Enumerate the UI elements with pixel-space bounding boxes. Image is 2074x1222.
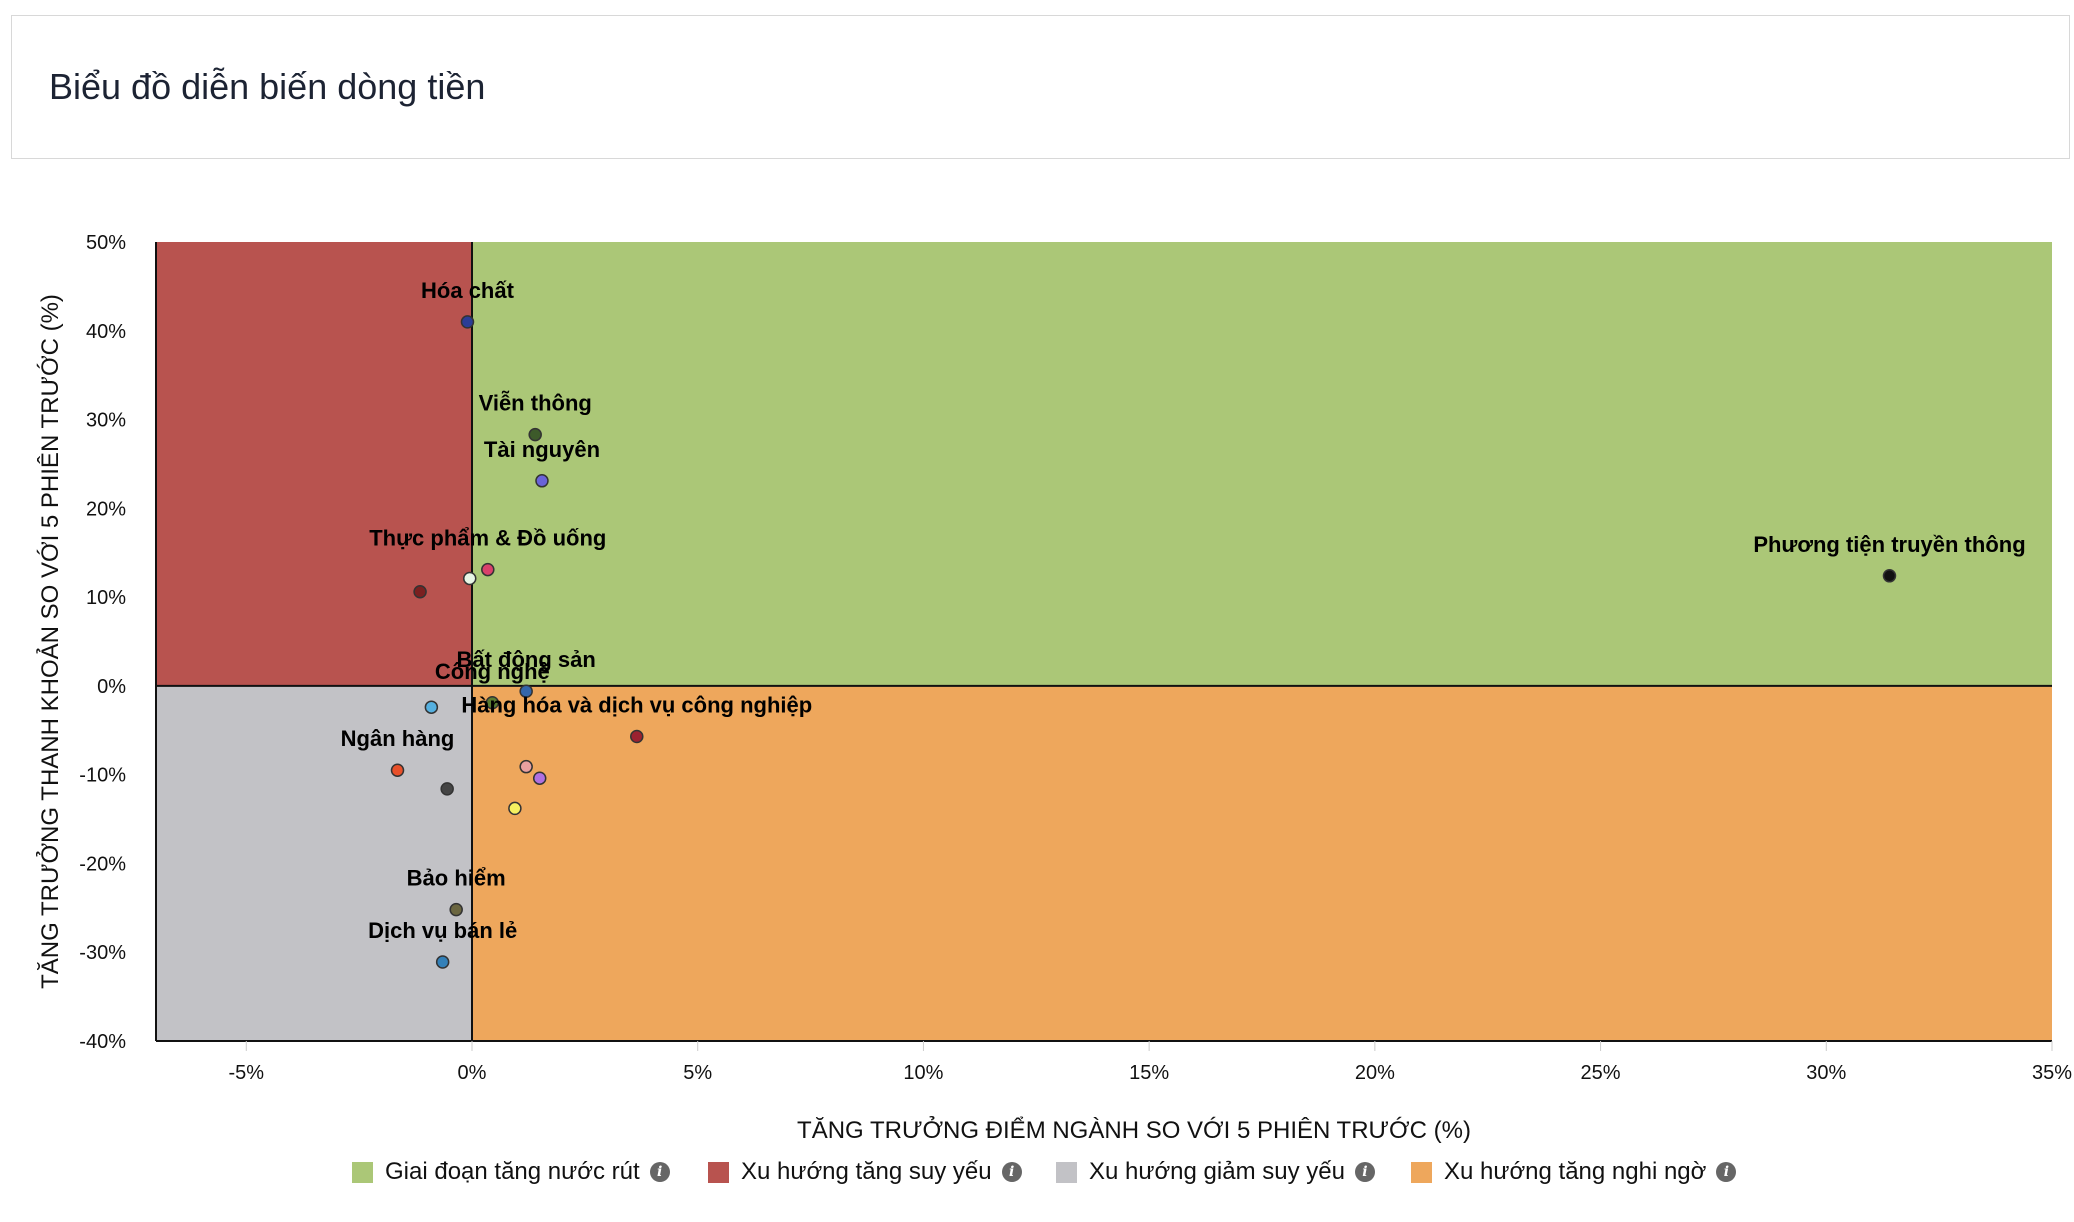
data-point [519,684,533,698]
x-tick-label: 35% [2032,1062,2072,1084]
data-point [440,782,454,796]
y-tick-label: 20% [86,498,126,520]
legend-swatch [708,1161,729,1183]
legend-label: Giai đoạn tăng nước rút [385,1158,640,1185]
x-tick-label: 20% [1355,1062,1395,1084]
data-point [528,427,542,442]
data-point [435,955,450,969]
data-label: Thực phẩm & Đồ uống [369,526,606,551]
data-point [462,571,477,586]
x-tick-label: 25% [1581,1062,1621,1084]
info-icon[interactable]: i [1001,1162,1022,1182]
legend: Giai đoạn tăng nước rút i Xu hướng tăng su… [0,1150,2074,1194]
y-tick-label: -40% [79,1031,126,1053]
x-tick-label: -5% [228,1062,264,1084]
y-tick-label: 50% [86,232,126,254]
info-icon[interactable]: i [649,1162,670,1182]
legend-swatch [352,1161,373,1183]
info-icon[interactable]: i [1716,1162,1737,1182]
data-point [485,696,500,710]
page-title: Biểu đồ diễn biến dòng tiền [49,66,486,107]
legend-label: Xu hướng tăng suy yếu [741,1158,992,1185]
y-tick-label: 10% [86,587,126,609]
y-tick-label: -10% [79,765,126,787]
data-label: Hàng hóa và dịch vụ công nghiệp [461,692,812,717]
info-icon[interactable]: i [1354,1162,1375,1182]
data-point [449,902,463,917]
data-point [390,763,405,777]
data-point [460,315,475,329]
data-point [1882,569,1897,583]
y-tick-label: -30% [79,942,126,964]
x-axis-title: TĂNG TRƯỞNG ĐIỂM NGÀNH SO VỚI 5 PHIÊN TR… [797,1115,1471,1144]
y-axis-title: TĂNG TRƯỞNG THANH KHOẢN SO VỚI 5 PHIÊN T… [35,294,64,989]
legend-item[interactable]: Giai đoạn tăng nước rút i [352,1150,670,1194]
legend-label: Xu hướng giảm suy yếu [1089,1158,1345,1185]
legend-label: Xu hướng tăng nghi ngờ [1444,1158,1707,1185]
title-card: Biểu đồ diễn biến dòng tiền [11,15,2070,159]
data-point [413,585,427,599]
data-label: Dịch vụ bán lẻ [368,918,517,943]
data-label: Bất động sản [456,647,595,672]
x-tick-label: 30% [1806,1062,1846,1084]
data-label: Viễn thông [479,391,592,416]
data-point [424,700,439,714]
data-point [481,562,495,577]
x-tick-label: 5% [683,1062,712,1084]
quadrant-3 [156,685,472,1041]
data-point [519,759,533,774]
x-tick-label: 0% [458,1062,487,1084]
legend-item[interactable]: Xu hướng tăng suy yếu i [708,1150,1022,1194]
data-label: Công nghệ [435,659,550,684]
legend-item[interactable]: Xu hướng tăng nghi ngờ i [1411,1150,1737,1194]
quadrant-1 [472,242,2052,686]
data-label: Tài nguyên [484,437,600,462]
y-tick-label: 30% [86,410,126,432]
x-tick-label: 10% [903,1062,943,1084]
quadrant-4 [472,685,2052,1041]
legend-swatch [1411,1161,1432,1183]
x-tick-label: 15% [1129,1062,1169,1084]
y-tick-label: -20% [79,853,126,875]
data-point [508,801,522,816]
data-point [535,474,549,488]
y-tick-label: 0% [97,676,126,698]
legend-item[interactable]: Xu hướng giảm suy yếu i [1056,1150,1375,1194]
data-point [630,729,644,744]
data-label: Hóa chất [421,278,515,303]
data-label: Bảo hiểm [407,866,506,891]
data-label: Phương tiện truyền thông [1753,532,2025,557]
data-label: Ngân hàng [341,726,455,751]
legend-swatch [1056,1161,1077,1183]
y-tick-label: 40% [86,321,126,343]
data-point [532,771,547,785]
quadrant-2 [156,242,472,686]
